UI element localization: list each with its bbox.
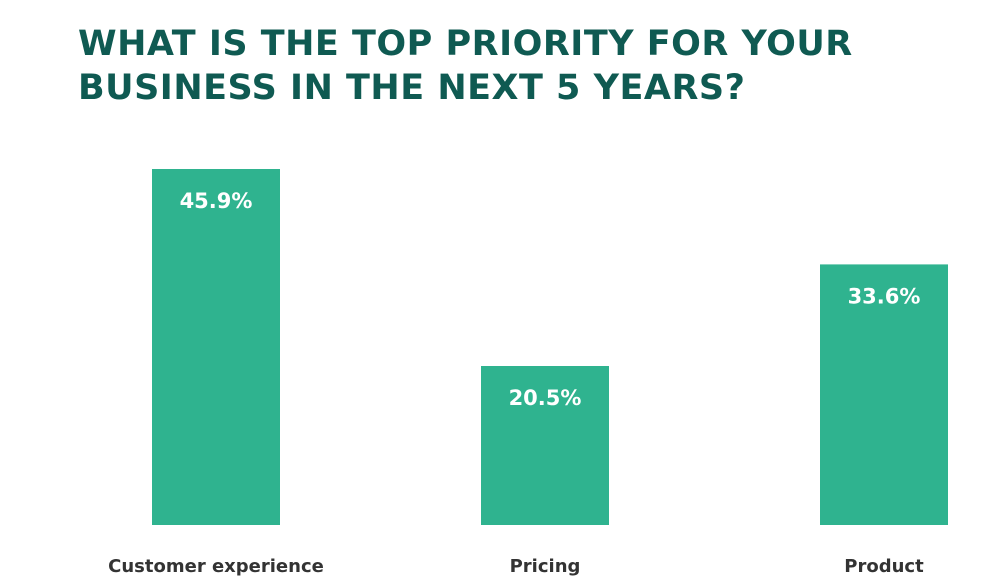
bar-product: [820, 264, 948, 525]
category-label: Pricing: [510, 556, 581, 577]
category-label: Product: [844, 556, 924, 577]
chart-title-line-2: BUSINESS IN THE NEXT 5 YEARS?: [78, 68, 746, 108]
bar-value-label: 33.6%: [848, 284, 921, 308]
bar-value-label: 45.9%: [180, 189, 253, 213]
bar-pricing: [481, 366, 609, 525]
chart-title-line-1: WHAT IS THE TOP PRIORITY FOR YOUR: [78, 24, 853, 64]
bar-customer-experience: [152, 169, 280, 525]
chart-title: WHAT IS THE TOP PRIORITY FOR YOUR BUSINE…: [78, 22, 958, 110]
category-label: Customer experience: [108, 556, 324, 577]
bar-value-label: 20.5%: [509, 386, 582, 410]
